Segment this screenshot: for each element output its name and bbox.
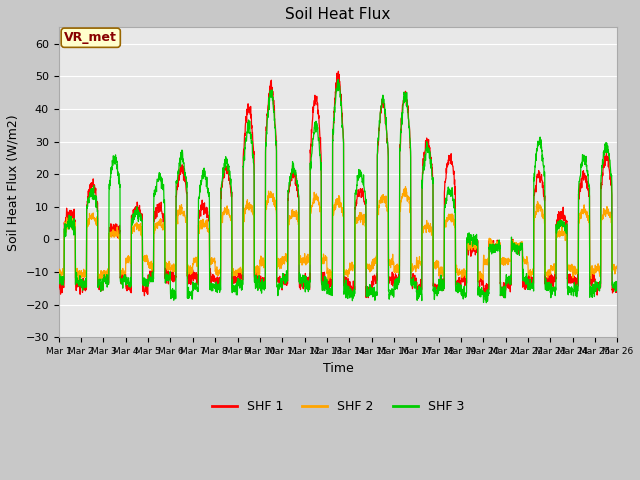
SHF 3 (308, 141, 316, 146)
SHF 2 (308, 202, 316, 208)
SHF 3 (614, 280, 621, 286)
Line: SHF 2: SHF 2 (59, 187, 618, 281)
SHF 1 (55, 287, 63, 292)
Text: VR_met: VR_met (64, 31, 117, 44)
SHF 3 (116, 182, 124, 188)
SHF 2 (116, 269, 124, 275)
Y-axis label: Soil Heat Flux (W/m2): Soil Heat Flux (W/m2) (7, 114, 20, 251)
SHF 3 (334, 77, 342, 83)
SHF 3 (132, 208, 140, 214)
Line: SHF 3: SHF 3 (59, 80, 618, 303)
SHF 3 (55, 281, 63, 287)
X-axis label: Time: Time (323, 362, 353, 375)
SHF 1 (529, 275, 536, 280)
Title: Soil Heat Flux: Soil Heat Flux (285, 7, 391, 22)
SHF 3 (70, 216, 78, 222)
SHF 2 (132, 222, 140, 228)
SHF 3 (98, 284, 106, 290)
SHF 1 (364, 295, 372, 300)
SHF 3 (483, 300, 490, 306)
SHF 2 (95, 278, 102, 284)
SHF 2 (614, 268, 621, 274)
SHF 1 (116, 228, 124, 233)
SHF 3 (529, 283, 536, 288)
Line: SHF 1: SHF 1 (59, 71, 618, 298)
SHF 2 (55, 267, 63, 273)
SHF 1 (132, 206, 140, 212)
SHF 1 (335, 68, 342, 74)
SHF 2 (529, 270, 536, 276)
Legend: SHF 1, SHF 2, SHF 3: SHF 1, SHF 2, SHF 3 (207, 395, 469, 418)
SHF 1 (614, 282, 621, 288)
SHF 2 (98, 274, 106, 279)
SHF 1 (98, 288, 106, 293)
SHF 1 (308, 119, 316, 124)
SHF 2 (70, 226, 78, 231)
SHF 1 (70, 206, 78, 212)
SHF 2 (402, 184, 410, 190)
